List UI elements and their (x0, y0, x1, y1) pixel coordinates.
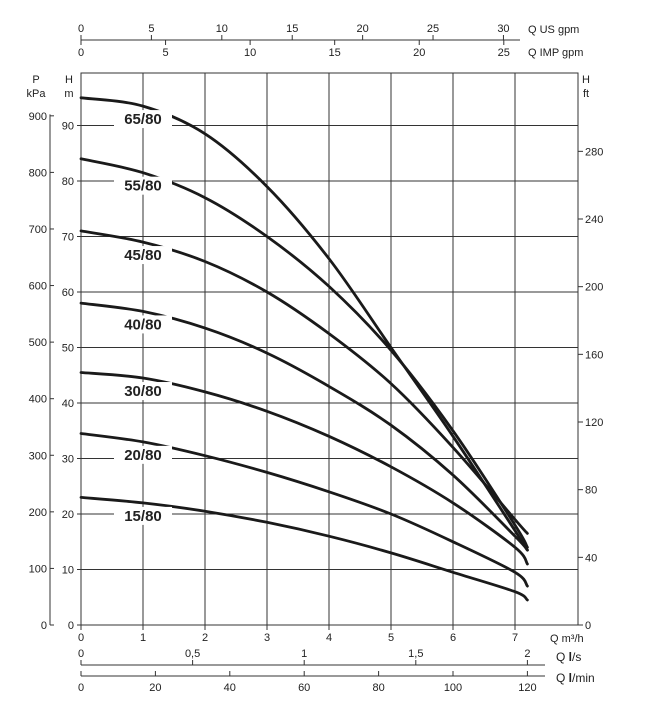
x-tick-label: 3 (264, 632, 270, 644)
imp-gpm-axis-label: Q IMP gpm (528, 47, 583, 59)
x-tick-label: 5 (388, 632, 394, 644)
pressure-tick-label: 200 (29, 507, 47, 519)
series-label: 40/80 (124, 316, 162, 333)
head-tick-label: 70 (62, 232, 74, 244)
x-tick-label: 4 (326, 632, 332, 644)
lmin-tick-label: 20 (149, 682, 161, 694)
series-label: 65/80 (124, 111, 162, 128)
feet-tick-label: 200 (585, 282, 603, 294)
pressure-tick-label: 900 (29, 111, 47, 123)
feet-axis-label-h: H (582, 74, 590, 86)
head-tick-label: 10 (62, 565, 74, 577)
series-label-bg (114, 110, 172, 129)
series-label-bg (114, 382, 172, 401)
lmin-axis-label-q: Q (556, 671, 569, 685)
lmin-axis-label: Q l/min (556, 671, 595, 685)
head-axis-label-h: H (65, 74, 73, 86)
imp-gpm-tick-label: 25 (498, 47, 510, 59)
x-tick-label: 6 (450, 632, 456, 644)
lmin-axis-label-l: l (569, 671, 572, 685)
series-label-bg (114, 506, 172, 525)
ls-axis-label-q: Q (556, 650, 569, 664)
us-gpm-tick-label: 10 (216, 23, 228, 35)
series-curve-15-80 (79, 496, 529, 602)
ls-axis-label: Q l/s (556, 650, 581, 664)
imp-gpm-tick-label: 15 (329, 47, 341, 59)
head-tick-label: 30 (62, 454, 74, 466)
imp-gpm-tick-label: 10 (244, 47, 256, 59)
lmin-tick-label: 40 (224, 682, 236, 694)
ls-tick-label: 0,5 (185, 648, 200, 660)
series-label: 20/80 (124, 447, 162, 464)
x-tick-label: 2 (202, 632, 208, 644)
head-axis-label-m: m (64, 88, 73, 100)
lmin-axis-label-unit: /min (572, 671, 595, 685)
pressure-tick-label: 100 (29, 563, 47, 575)
feet-tick-label: 160 (585, 349, 603, 361)
lmin-tick-label: 120 (518, 682, 536, 694)
us-gpm-tick-label: 30 (497, 23, 509, 35)
feet-tick-label: 280 (585, 146, 603, 158)
lmin-tick-label: 100 (444, 682, 462, 694)
imp-gpm-tick-label: 20 (413, 47, 425, 59)
ls-tick-label: 0 (78, 648, 84, 660)
lmin-tick-label: 80 (372, 682, 384, 694)
imp-gpm-tick-label: 0 (78, 47, 84, 59)
series-label: 45/80 (124, 247, 162, 264)
us-gpm-axis-label: Q US gpm (528, 24, 579, 36)
ls-tick-label: 1 (301, 648, 307, 660)
head-tick-label: 0 (68, 620, 74, 632)
series-label-bg (114, 176, 172, 195)
us-gpm-tick-label: 15 (286, 23, 298, 35)
pressure-tick-label: 500 (29, 337, 47, 349)
x-tick-label: 0 (78, 632, 84, 644)
series-curve-65-80 (79, 96, 529, 552)
head-tick-label: 90 (62, 121, 74, 133)
head-tick-label: 50 (62, 343, 74, 355)
feet-tick-label: 0 (585, 620, 591, 632)
series-curve-55-80 (79, 157, 529, 549)
pressure-axis-label-p: P (32, 74, 39, 86)
x-tick-label: 1 (140, 632, 146, 644)
pressure-tick-label: 600 (29, 281, 47, 293)
ls-axis-label-l: l (569, 650, 572, 664)
series-curve-30-80 (79, 371, 529, 566)
series-label: 15/80 (124, 508, 162, 525)
x-tick-label: 7 (512, 632, 518, 644)
lmin-tick-label: 0 (78, 682, 84, 694)
ls-tick-label: 1,5 (408, 648, 423, 660)
pressure-tick-label: 0 (41, 620, 47, 632)
series-label-bg (114, 445, 172, 464)
feet-tick-label: 40 (585, 552, 597, 564)
us-gpm-tick-label: 25 (427, 23, 439, 35)
pressure-axis-label-kpa: kPa (27, 88, 47, 100)
feet-tick-label: 240 (585, 214, 603, 226)
series-label-bg (114, 315, 172, 334)
ls-axis-label-unit: /s (572, 650, 581, 664)
series-label: 55/80 (124, 178, 162, 195)
ls-tick-label: 2 (524, 648, 530, 660)
head-tick-label: 40 (62, 398, 74, 410)
imp-gpm-tick-label: 5 (162, 47, 168, 59)
pressure-tick-label: 700 (29, 224, 47, 236)
feet-axis-label-ft: ft (583, 88, 589, 100)
head-tick-label: 20 (62, 509, 74, 521)
feet-tick-label: 80 (585, 485, 597, 497)
pressure-tick-label: 300 (29, 450, 47, 462)
pressure-tick-label: 400 (29, 394, 47, 406)
lmin-tick-label: 60 (298, 682, 310, 694)
us-gpm-tick-label: 5 (148, 23, 154, 35)
head-tick-label: 80 (62, 176, 74, 188)
us-gpm-tick-label: 0 (78, 23, 84, 35)
x-axis-label-m3h: Q m³/h (550, 633, 584, 645)
head-tick-label: 60 (62, 287, 74, 299)
series-label-bg (114, 246, 172, 265)
pressure-tick-label: 800 (29, 167, 47, 179)
feet-tick-label: 120 (585, 417, 603, 429)
series-label: 30/80 (124, 383, 162, 400)
us-gpm-tick-label: 20 (357, 23, 369, 35)
